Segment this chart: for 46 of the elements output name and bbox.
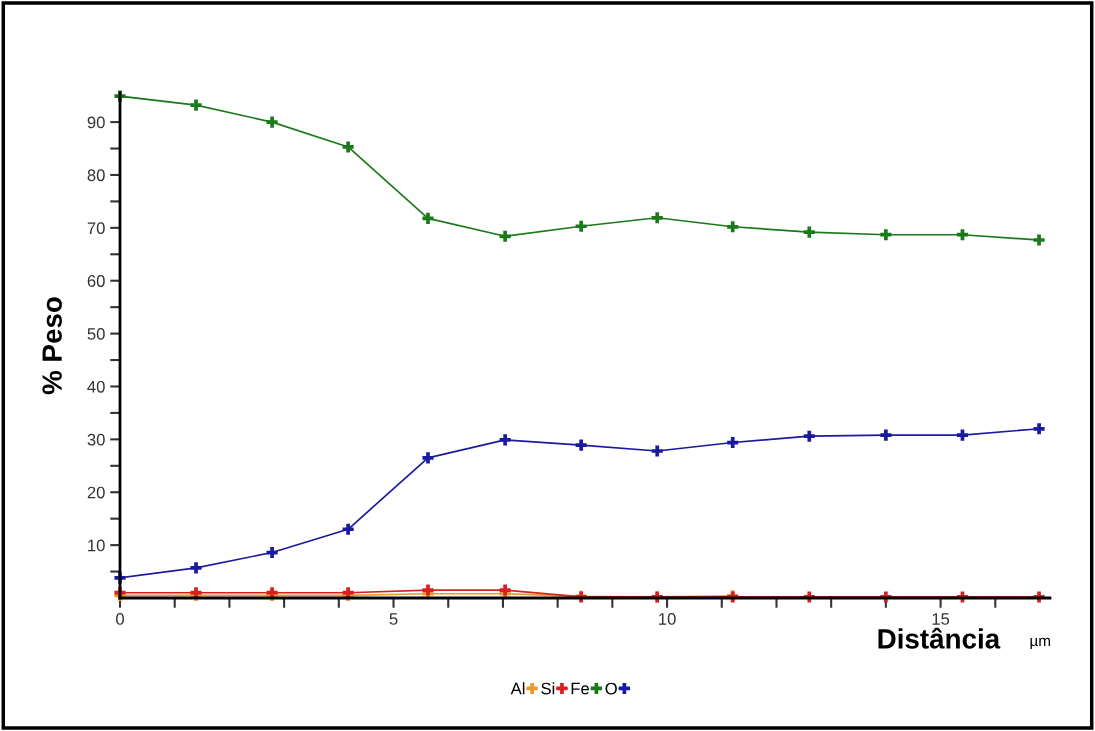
y-tick-label: 70 [87,222,105,235]
x-tick-label: 0 [116,613,124,625]
point [880,429,892,441]
y-tick-label: 80 [87,169,105,182]
point [727,221,739,233]
point [422,584,434,596]
y-axis-title: % Peso [42,297,62,395]
y-tick-label: 90 [87,116,105,129]
legend-label: Si [541,682,555,695]
x-axis-title: Distância [878,627,1001,649]
point [499,230,511,242]
legend-label: Fe [571,682,589,695]
point [651,212,663,224]
point [422,452,434,464]
point [1033,423,1045,435]
point [266,546,278,559]
point [727,436,739,449]
point [575,439,587,451]
text: µm [1030,637,1051,650]
legend-label: Al [510,682,525,695]
y-tick-label: 40 [87,380,105,393]
point [190,562,202,574]
point [422,212,434,224]
point [803,430,815,442]
point [499,434,511,446]
point [1033,234,1045,246]
point [266,116,278,128]
y-tick-label: 60 [87,275,105,287]
y-tick-label: 20 [87,486,105,499]
y-tick-label: 10 [88,539,105,552]
point [575,220,587,232]
x-tick-label: 5 [389,613,398,625]
legend-label: O [605,682,617,695]
point [499,584,511,596]
point [956,429,969,441]
point [956,229,969,241]
y-tick-label: 30 [87,433,105,446]
point [190,99,202,111]
y-tick-label: 50 [87,328,105,340]
point [803,226,815,238]
point [342,141,354,153]
x-tick-label: 15 [932,613,950,625]
point [880,229,892,241]
point [342,523,354,535]
point [651,445,663,457]
x-tick-label: 10 [659,613,676,625]
